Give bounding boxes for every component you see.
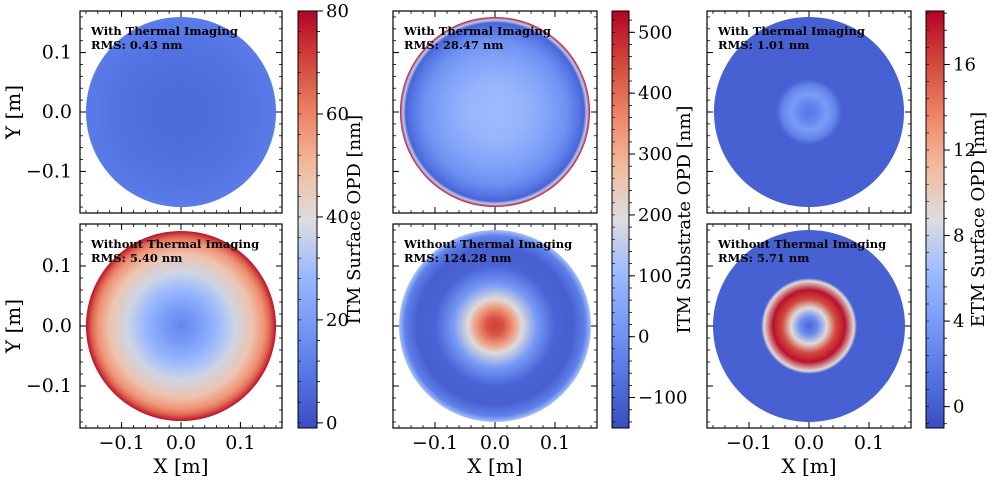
opd-disk xyxy=(399,16,591,208)
colorbar-tick-label: 0 xyxy=(326,413,337,434)
panel-title: Without Thermal Imaging xyxy=(90,237,259,251)
colorbar-tick-label: 100 xyxy=(638,266,672,287)
colorbar-tick-label: 0 xyxy=(638,327,649,348)
colorbar-tick-label: 40 xyxy=(326,207,349,228)
colorbar-label: ETM Surface OPD [nm] xyxy=(968,112,989,327)
colorbar-tick-label: 12 xyxy=(953,140,976,161)
colorbar-tick-label: 20 xyxy=(326,310,349,331)
y-tick-label: 0.0 xyxy=(42,315,72,337)
y-tick-label: 0.1 xyxy=(42,42,72,64)
colorbar-gradient xyxy=(926,11,944,428)
rms-label: RMS: 28.47 nm xyxy=(404,38,503,52)
y-tick-label: 0.0 xyxy=(42,101,72,123)
y-axis-label: Y [m] xyxy=(1,299,25,354)
panel-title: With Thermal Imaging xyxy=(403,24,551,38)
x-tick-label: 0.1 xyxy=(540,432,570,454)
colorbar-etm-surface-opd: 0 4 8 12 16 ETM Surface OPD [nm] xyxy=(925,10,989,429)
colorbar-frame xyxy=(297,10,318,429)
panel-title: With Thermal Imaging xyxy=(90,24,238,38)
rms-label: RMS: 1.01 nm xyxy=(718,38,809,52)
colorbar-tick-label: −100 xyxy=(638,388,687,409)
panel-title: Without Thermal Imaging xyxy=(403,237,572,251)
colorbar-tick-label: 300 xyxy=(638,144,672,165)
rms-label: RMS: 5.40 nm xyxy=(91,251,182,265)
y-tick-label: 0.1 xyxy=(42,255,72,277)
opd-disk xyxy=(85,16,277,208)
x-axis-label: X [m] xyxy=(153,454,208,478)
x-axis-label: X [m] xyxy=(781,454,836,478)
x-tick-label: 0.1 xyxy=(854,432,884,454)
opd-disk xyxy=(399,230,591,422)
x-tick-label: 0.0 xyxy=(166,432,196,454)
x-tick-label: 0.0 xyxy=(794,432,824,454)
panel-title: Without Thermal Imaging xyxy=(717,237,886,251)
rms-label: RMS: 5.71 nm xyxy=(718,251,809,265)
colorbar-tick-label: 200 xyxy=(638,205,672,226)
opd-disk xyxy=(713,230,905,422)
x-tick-label: 0.0 xyxy=(480,432,510,454)
colorbar-tick-label: 16 xyxy=(953,54,976,75)
colorbar-label: ITM Substrate OPD [nm] xyxy=(674,106,695,334)
colorbar-tick-label: 400 xyxy=(638,83,672,104)
colorbar-tick-label: 500 xyxy=(638,22,672,43)
rms-label: RMS: 124.28 nm xyxy=(404,251,511,265)
colorbar-tick-label: 80 xyxy=(326,1,349,22)
colorbar-itm-surface-opd: 0 20 40 60 80 ITM Surface OPD [nm] xyxy=(297,1,365,434)
opd-disk xyxy=(85,230,277,422)
colorbar-tick-label: 4 xyxy=(953,311,964,332)
colorbar-label: ITM Surface OPD [nm] xyxy=(344,115,365,324)
rms-label: RMS: 0.43 nm xyxy=(91,38,182,52)
colorbar-gradient xyxy=(298,11,317,428)
colorbar-itm-substrate-opd: −100 0 100 200 300 400 500 ITM Substrate OPD [n… xyxy=(611,10,695,429)
x-tick-label: −0.1 xyxy=(99,432,145,454)
x-axis-label: X [m] xyxy=(467,454,522,478)
y-axis-label: Y [m] xyxy=(1,85,25,140)
y-tick-label: −0.1 xyxy=(26,160,72,182)
colorbar-tick-label: 8 xyxy=(953,226,964,247)
colorbar-tick-label: 60 xyxy=(326,104,349,125)
y-tick-label: −0.1 xyxy=(26,375,72,397)
x-tick-label: −0.1 xyxy=(726,432,772,454)
panel-title: With Thermal Imaging xyxy=(717,24,865,38)
colorbar-frame xyxy=(925,10,945,429)
colorbar-frame xyxy=(611,10,630,429)
colorbar-gradient xyxy=(612,11,629,428)
colorbar-tick-label: 0 xyxy=(953,397,964,418)
x-tick-label: −0.1 xyxy=(412,432,458,454)
opd-disk xyxy=(713,16,905,208)
x-tick-label: 0.1 xyxy=(225,432,255,454)
